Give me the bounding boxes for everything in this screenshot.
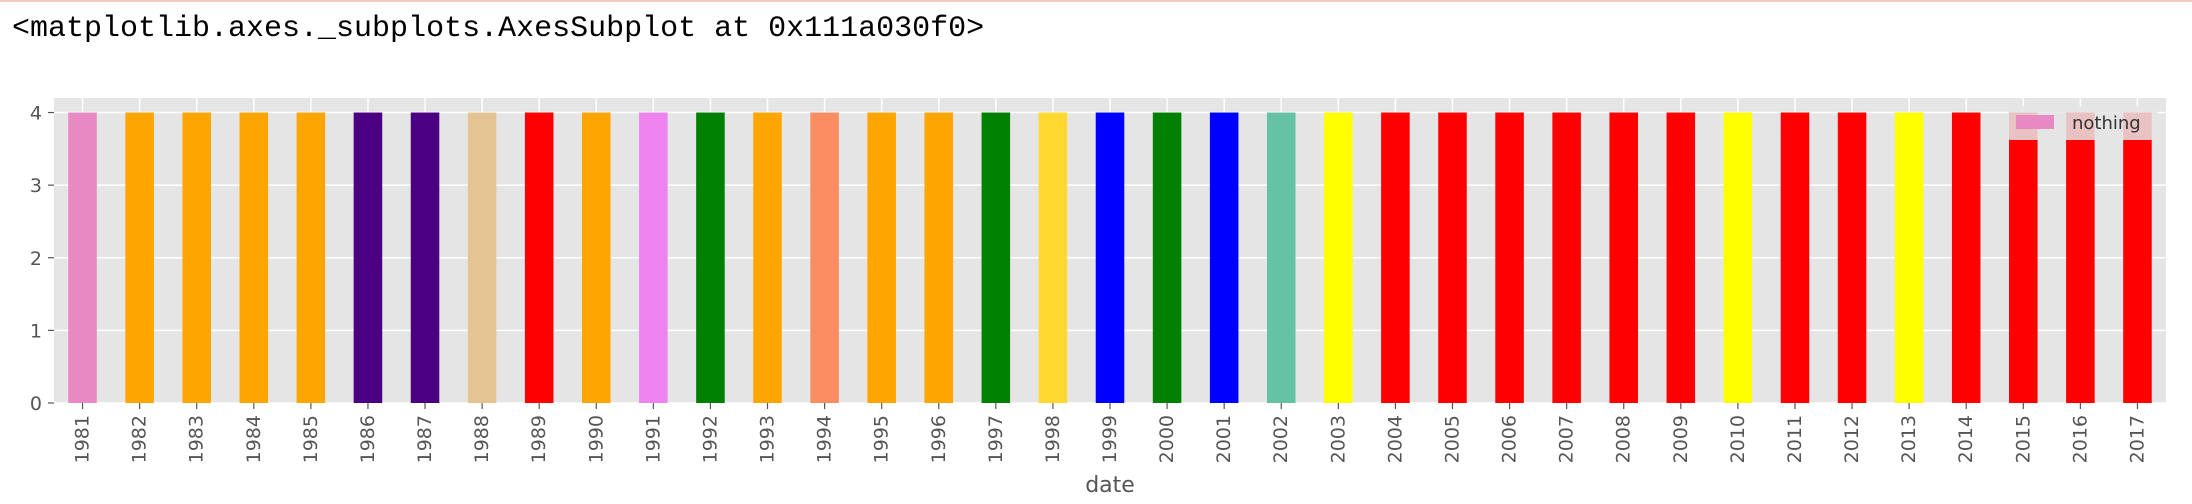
bar-1997: [981, 112, 1011, 404]
legend: nothing: [2008, 106, 2158, 140]
bar-2009: [1666, 112, 1696, 404]
bar-1983: [182, 112, 211, 404]
x-tick-label: 1989: [528, 415, 550, 463]
x-tick-label: 2005: [1441, 415, 1463, 463]
x-tick-label: 1983: [186, 415, 208, 463]
x-tick-label: 1991: [642, 415, 664, 463]
x-tick-label: 2010: [1727, 415, 1749, 463]
x-tick-label: 1998: [1042, 415, 1064, 463]
cell-output-border: [0, 0, 2192, 2]
x-tick-label: 2007: [1556, 415, 1578, 463]
x-tick-label: 1993: [757, 415, 779, 463]
bar-1995: [867, 112, 896, 404]
bar-1991: [639, 112, 668, 404]
x-tick-label: 2006: [1499, 415, 1521, 463]
bar-2007: [1552, 112, 1581, 404]
bar-1992: [696, 112, 725, 404]
x-tick-label: 2016: [2069, 415, 2091, 463]
bar-2008: [1609, 112, 1638, 404]
bar-2000: [1152, 112, 1182, 404]
y-tick-label: 1: [30, 320, 42, 342]
bar-2016: [2066, 112, 2095, 404]
y-tick-label: 2: [30, 248, 42, 270]
bar-2013: [1894, 112, 1924, 404]
bars: [68, 112, 2152, 404]
y-tick-label: 4: [30, 103, 42, 125]
x-tick-label: 2017: [2126, 415, 2148, 463]
x-tick-label: 1982: [129, 415, 151, 463]
legend-label: nothing: [2072, 113, 2141, 134]
bar-2001: [1209, 112, 1239, 404]
x-tick-label: 2003: [1327, 415, 1349, 463]
x-tick-label: 2015: [2012, 415, 2034, 463]
bar-1990: [582, 112, 611, 404]
legend-swatch: [2016, 115, 2054, 129]
bar-1996: [924, 112, 954, 404]
x-tick-label: 1999: [1099, 415, 1121, 463]
bar-1994: [810, 112, 839, 404]
x-tick-label: 2008: [1613, 415, 1635, 463]
x-tick-label: 2014: [1955, 415, 1977, 463]
bar-2014: [1951, 112, 1981, 404]
x-tick-label: 1985: [300, 415, 322, 463]
output-repr-text: <matplotlib.axes._subplots.AxesSubplot a…: [12, 12, 985, 46]
x-tick-label: 2013: [1898, 415, 1920, 463]
x-tick-label: 2011: [1784, 415, 1806, 463]
bar-2003: [1324, 112, 1353, 404]
bar-1988: [467, 112, 497, 404]
x-tick-label: 2009: [1670, 415, 1692, 463]
y-tick-label: 0: [30, 393, 42, 415]
bar-1989: [524, 112, 554, 404]
x-tick-label: 2002: [1270, 415, 1292, 463]
bar-1982: [125, 112, 154, 404]
bar-2006: [1495, 112, 1524, 404]
bar-2011: [1780, 112, 1810, 404]
bar-1998: [1038, 112, 1068, 404]
bar-2004: [1381, 112, 1410, 404]
bar-1993: [753, 112, 782, 404]
x-tick-label: 1997: [985, 415, 1007, 463]
bar-2012: [1837, 112, 1867, 404]
bar-2002: [1266, 112, 1296, 404]
bar-1981: [68, 112, 97, 404]
x-tick-label: 1984: [243, 415, 265, 463]
x-tick-label: 1992: [699, 415, 721, 463]
bar-2015: [2009, 112, 2038, 404]
x-tick-label: 1981: [72, 415, 94, 463]
bar-1999: [1095, 112, 1125, 404]
legend-box: [2008, 106, 2158, 140]
bar-2017: [2123, 112, 2152, 404]
bar-1986: [353, 112, 383, 404]
bar-1985: [296, 112, 326, 404]
x-tick-label: 2000: [1156, 415, 1178, 463]
x-tick-label: 2004: [1384, 415, 1406, 463]
bar-1984: [239, 112, 269, 404]
x-tick-label: 1994: [814, 415, 836, 463]
bar-2010: [1723, 112, 1753, 404]
y-tick-label: 3: [30, 175, 42, 197]
y-axis-ticks: 0 1 2 3 4: [30, 103, 54, 415]
x-axis-ticks: 1981 1982 1983 1984 1985 1986 1987 1988 1989 1990…: [72, 403, 2148, 463]
x-tick-label: 1990: [585, 415, 607, 463]
bar-2005: [1438, 112, 1467, 404]
x-tick-label: 1996: [928, 415, 950, 463]
x-tick-label: 1987: [414, 415, 436, 463]
x-axis-label: date: [1085, 473, 1135, 498]
bar-1987: [410, 112, 440, 404]
x-tick-label: 2012: [1841, 415, 1863, 463]
x-tick-label: 2001: [1213, 415, 1235, 463]
x-tick-label: 1995: [871, 415, 893, 463]
x-tick-label: 1986: [357, 415, 379, 463]
x-tick-label: 1988: [471, 415, 493, 463]
